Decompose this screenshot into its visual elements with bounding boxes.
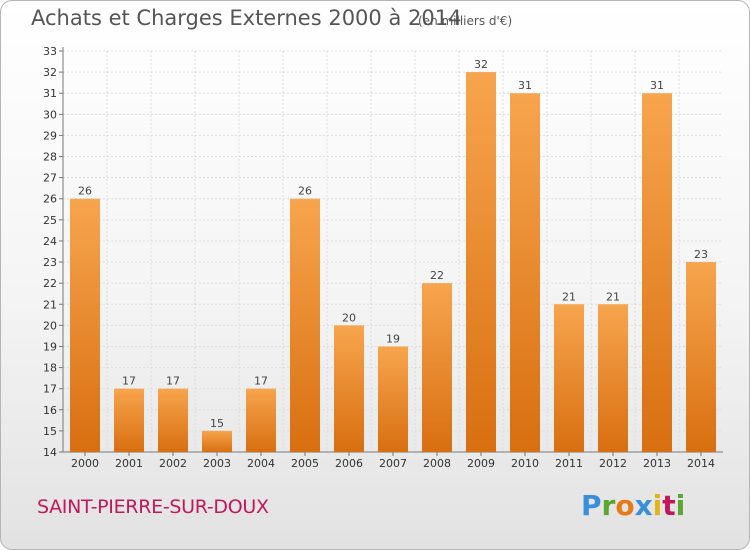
bar-value-label: 26 — [78, 185, 92, 198]
y-tick-label: 31 — [43, 87, 57, 100]
bar — [202, 430, 232, 452]
logo-letter: r — [601, 489, 616, 522]
x-tick-label: 2007 — [379, 457, 407, 470]
y-tick-labels: 14 15 16 17 18 19 20 21 22 23 24 25 26 27 28 29 30 31 32 33 — [43, 45, 57, 459]
y-tick-label: 17 — [43, 383, 57, 396]
bar-value-label: 17 — [166, 375, 180, 388]
bar-value-label: 23 — [694, 248, 708, 261]
x-tick-label: 2008 — [423, 457, 451, 470]
bar-value-label: 32 — [474, 58, 488, 71]
y-tick-label: 21 — [43, 298, 57, 311]
bar-value-label: 19 — [386, 332, 400, 345]
x-tick-label: 2009 — [467, 457, 495, 470]
bar — [246, 388, 276, 452]
bar-value-label: 21 — [562, 290, 576, 303]
bar — [290, 198, 320, 452]
bar — [466, 72, 496, 453]
bar-value-label: 22 — [430, 269, 444, 282]
bar — [510, 93, 540, 453]
y-tick-label: 24 — [43, 235, 57, 248]
logo-letter: t — [662, 489, 676, 522]
bars — [70, 72, 716, 453]
x-tick-label: 2013 — [643, 457, 671, 470]
bar — [334, 325, 364, 452]
bar — [378, 346, 408, 452]
y-tick-label: 27 — [43, 172, 57, 185]
x-tick-label: 2014 — [687, 457, 715, 470]
bar — [422, 283, 452, 452]
y-tick-label: 14 — [43, 446, 57, 459]
bar-value-label: 20 — [342, 311, 356, 324]
chart-title: Achats et Charges Externes 2000 à 2014 — [31, 6, 462, 30]
x-tick-label: 2010 — [511, 457, 539, 470]
place-name: SAINT-PIERRE-SUR-DOUX — [37, 496, 269, 518]
y-tick-label: 26 — [43, 193, 57, 206]
bar — [158, 388, 188, 452]
bar — [598, 304, 628, 452]
logo-letter: P — [581, 489, 602, 522]
bar-value-label: 26 — [298, 185, 312, 198]
x-tick-label: 2004 — [247, 457, 275, 470]
y-tick-label: 19 — [43, 340, 57, 353]
bar-value-label: 31 — [518, 79, 532, 92]
bar-value-label: 21 — [606, 290, 620, 303]
logo-letter: i — [675, 489, 686, 522]
y-tick-label: 16 — [43, 404, 57, 417]
y-tick-label: 33 — [43, 45, 57, 58]
chart-unit: (en milliers d'€) — [418, 14, 513, 28]
logo-letter: o — [615, 489, 635, 522]
bar — [70, 198, 100, 452]
y-tick-label: 28 — [43, 151, 57, 164]
y-tick-label: 29 — [43, 129, 57, 142]
logo-letter: x — [634, 489, 653, 522]
bar-value-label: 17 — [122, 375, 136, 388]
bar-value-label: 17 — [254, 375, 268, 388]
bar — [642, 93, 672, 453]
y-tick-label: 22 — [43, 277, 57, 290]
bar-value-label: 15 — [210, 417, 224, 430]
y-tick-label: 32 — [43, 66, 57, 79]
x-tick-label: 2012 — [599, 457, 627, 470]
y-tick-label: 23 — [43, 256, 57, 269]
x-tick-label: 2005 — [291, 457, 319, 470]
bar — [114, 388, 144, 452]
y-tick-label: 20 — [43, 319, 57, 332]
x-tick-labels: 2000 2001 2002 2003 2004 2005 2006 2007 2008 2009… — [71, 457, 715, 470]
logo-letter: i — [652, 489, 663, 522]
x-tick-label: 2002 — [159, 457, 187, 470]
bar — [686, 262, 716, 452]
y-tick-label: 25 — [43, 214, 57, 227]
proxiti-logo: Proxiti — [581, 489, 685, 522]
y-tick-label: 30 — [43, 108, 57, 121]
y-tick-label: 18 — [43, 362, 57, 375]
x-tick-label: 2003 — [203, 457, 231, 470]
x-tick-label: 2001 — [115, 457, 143, 470]
x-tick-label: 2006 — [335, 457, 363, 470]
y-tick-label: 15 — [43, 425, 57, 438]
bar — [554, 304, 584, 452]
x-tick-label: 2011 — [555, 457, 583, 470]
bar-value-label: 31 — [650, 79, 664, 92]
value-labels: 26 17 17 15 17 26 20 19 22 32 31 21 21 31 23 — [78, 58, 708, 430]
x-tick-label: 2000 — [71, 457, 99, 470]
